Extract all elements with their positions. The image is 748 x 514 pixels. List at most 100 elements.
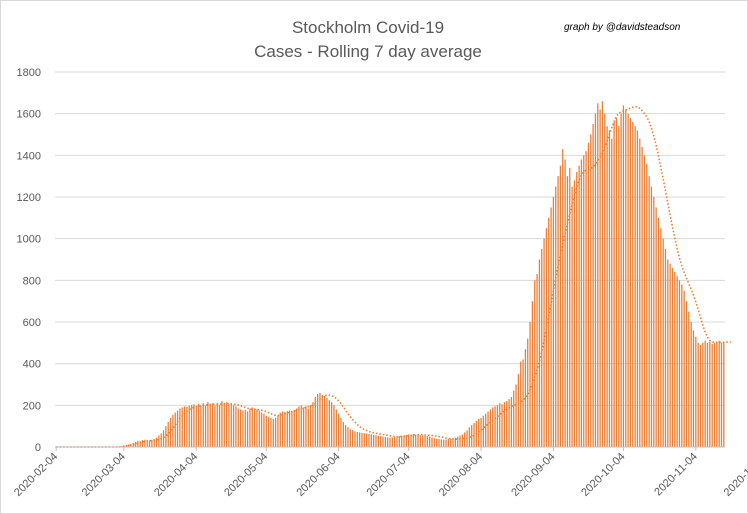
bar	[429, 436, 431, 447]
bar	[419, 435, 421, 447]
bar	[426, 436, 428, 447]
bar	[578, 165, 580, 447]
bar	[709, 341, 711, 447]
bar	[258, 410, 260, 447]
bar	[608, 130, 611, 448]
bar	[545, 228, 548, 447]
gridlines	[55, 71, 725, 406]
bar	[146, 440, 148, 447]
bar	[169, 417, 172, 447]
bar	[464, 432, 466, 447]
bar	[155, 437, 158, 447]
bar	[569, 167, 571, 448]
bar	[685, 301, 688, 447]
bar	[237, 408, 239, 447]
bar	[669, 263, 671, 447]
bar	[562, 149, 564, 448]
x-tick-label: 2020-09-04	[509, 451, 557, 499]
bar	[403, 435, 405, 447]
bar	[433, 438, 435, 447]
bars	[118, 101, 725, 448]
bar	[713, 342, 716, 447]
bar	[655, 207, 657, 447]
x-tick-label: 2020-10-04	[579, 451, 627, 499]
bar	[356, 432, 358, 447]
bar	[492, 407, 494, 447]
bar	[667, 259, 669, 447]
bar	[632, 122, 634, 447]
bar	[391, 437, 393, 447]
bar	[515, 384, 517, 447]
bar	[639, 138, 641, 447]
bar	[636, 130, 639, 448]
bar	[702, 342, 704, 447]
bar	[646, 163, 648, 447]
bar	[592, 124, 594, 447]
x-tick-label: 2020-05-04	[222, 451, 270, 499]
y-tick-label: 1800	[17, 67, 41, 79]
bar	[288, 410, 291, 447]
bar	[218, 404, 221, 447]
bar	[363, 433, 365, 447]
bar	[627, 113, 629, 448]
bar	[398, 436, 400, 447]
bar	[375, 435, 377, 447]
bar	[340, 417, 342, 447]
bar	[489, 409, 492, 447]
bar	[342, 422, 344, 447]
bar	[158, 435, 160, 447]
bar	[676, 276, 678, 447]
bar	[221, 401, 223, 447]
bar	[193, 404, 195, 447]
bar	[326, 398, 328, 447]
bar	[443, 439, 445, 447]
bar	[548, 217, 550, 447]
bar	[359, 432, 361, 447]
bar	[720, 342, 723, 447]
bar	[380, 436, 382, 447]
bar	[431, 437, 433, 447]
bar	[174, 412, 176, 447]
y-tick-label: 0	[35, 442, 41, 454]
bar	[436, 438, 438, 447]
bar	[643, 155, 646, 448]
bar	[228, 404, 230, 447]
bar	[573, 180, 576, 448]
bar	[468, 427, 471, 447]
bar	[274, 417, 277, 447]
bar	[555, 186, 557, 448]
bar	[473, 423, 475, 447]
bar	[480, 417, 482, 447]
y-tick-label: 800	[23, 275, 41, 287]
y-tick-label: 200	[23, 400, 41, 412]
bar	[688, 311, 690, 447]
bar	[244, 409, 246, 447]
bar	[172, 414, 174, 447]
bar	[557, 176, 559, 447]
bar	[716, 341, 718, 447]
bar	[678, 280, 681, 447]
bar	[249, 408, 251, 447]
bar	[162, 430, 165, 447]
bar	[660, 228, 662, 447]
bar	[620, 113, 622, 448]
bar	[144, 439, 146, 447]
bar	[204, 405, 207, 447]
bar	[634, 126, 636, 448]
bar	[499, 403, 501, 447]
bar	[711, 343, 713, 447]
bar	[314, 397, 316, 447]
x-tick-label: 2020-08-04	[437, 451, 485, 499]
bar	[352, 430, 354, 447]
bar	[188, 405, 190, 447]
bar	[564, 159, 566, 447]
bar	[615, 117, 618, 447]
bar	[650, 186, 653, 448]
bar	[200, 405, 202, 447]
bar	[587, 142, 590, 448]
bar	[153, 439, 155, 447]
bar	[151, 439, 153, 447]
bar	[272, 418, 274, 447]
bar	[618, 126, 620, 448]
bar	[134, 441, 137, 447]
